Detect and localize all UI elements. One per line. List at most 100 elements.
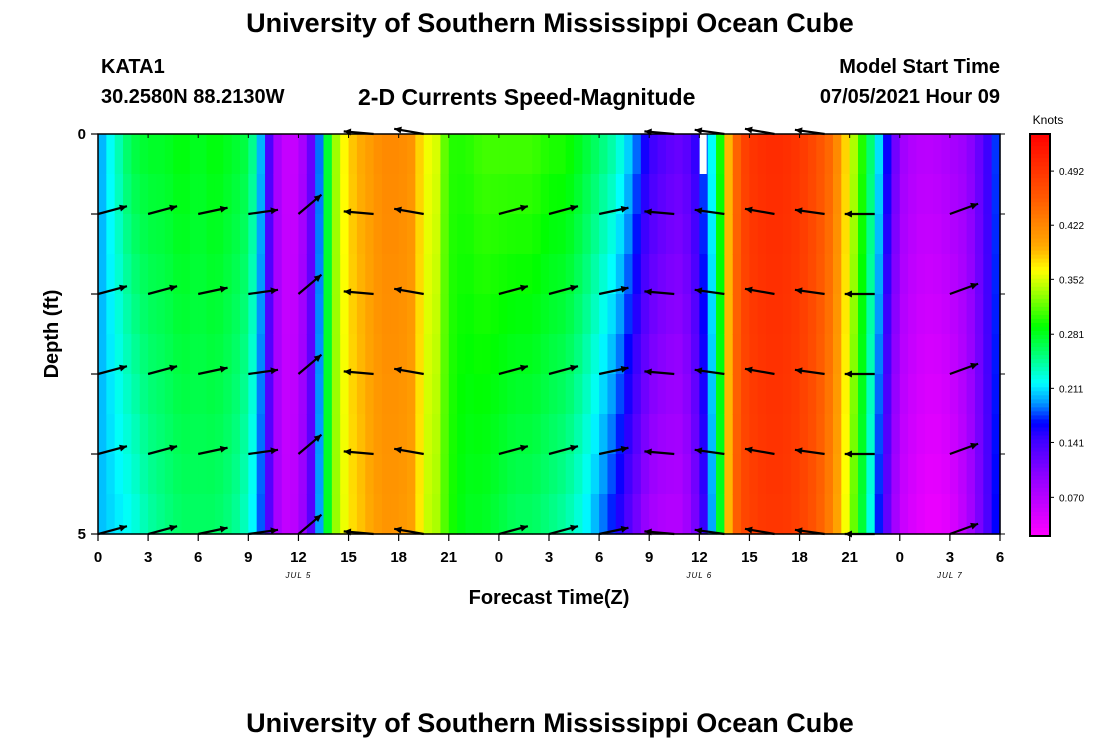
colorbar-tick-label: 0.141 bbox=[1059, 438, 1084, 449]
heatmap-cell bbox=[189, 294, 199, 335]
heatmap-cell bbox=[373, 134, 383, 175]
heatmap-cell bbox=[239, 374, 249, 415]
heatmap-cell bbox=[323, 414, 333, 455]
heatmap-cell bbox=[440, 254, 450, 295]
vector-arrowhead bbox=[169, 524, 178, 532]
date-label: JUL 6 bbox=[685, 571, 712, 580]
heatmap-cell bbox=[916, 134, 926, 175]
heatmap-cell bbox=[331, 174, 341, 215]
colorbar-segment bbox=[1030, 367, 1050, 372]
heatmap-cell bbox=[532, 174, 542, 215]
heatmap-cell bbox=[883, 174, 893, 215]
heatmap-cell bbox=[298, 494, 308, 535]
heatmap-cell bbox=[899, 494, 909, 535]
heatmap-cell bbox=[415, 254, 425, 295]
heatmap-cell bbox=[832, 254, 842, 295]
heatmap-cell bbox=[448, 454, 458, 495]
heatmap-cell bbox=[899, 334, 909, 375]
heatmap-cell bbox=[665, 454, 675, 495]
heatmap-cell bbox=[356, 454, 366, 495]
heatmap-cell bbox=[624, 174, 634, 215]
heatmap-cell bbox=[916, 374, 926, 415]
colorbar-segment bbox=[1030, 158, 1050, 163]
vector-arrowhead bbox=[394, 446, 402, 454]
heatmap-cell bbox=[757, 174, 767, 215]
heatmap-cell bbox=[523, 294, 533, 335]
heatmap-cell bbox=[373, 494, 383, 535]
heatmap-cell bbox=[649, 174, 659, 215]
heatmap-cell bbox=[849, 174, 859, 215]
heatmap-cell bbox=[557, 454, 567, 495]
heatmap-cell bbox=[565, 414, 575, 455]
heatmap-cell bbox=[256, 334, 266, 375]
heatmap-cell bbox=[741, 174, 751, 215]
heatmap-cell bbox=[565, 214, 575, 255]
heatmap-cell bbox=[807, 134, 817, 175]
heatmap-cell bbox=[106, 134, 116, 175]
plot-title: 2-D Currents Speed-Magnitude bbox=[358, 84, 696, 110]
heatmap-cell bbox=[340, 174, 350, 215]
heatmap-cell bbox=[139, 174, 149, 215]
heatmap-cell bbox=[665, 494, 675, 535]
x-tick-label: 9 bbox=[645, 549, 653, 566]
vector-arrowhead bbox=[343, 448, 352, 456]
heatmap-cell bbox=[306, 414, 316, 455]
heatmap-cell bbox=[407, 414, 416, 455]
heatmap-cell bbox=[891, 174, 901, 215]
heatmap-cell bbox=[732, 454, 742, 495]
heatmap-cell bbox=[306, 454, 316, 495]
heatmap-cell bbox=[265, 494, 274, 535]
heatmap-cell bbox=[164, 334, 174, 375]
heatmap-cell bbox=[874, 174, 884, 215]
heatmap-cell bbox=[490, 294, 500, 335]
heatmap-cell bbox=[774, 414, 784, 455]
heatmap-cell bbox=[515, 134, 525, 175]
heatmap-cell bbox=[440, 214, 450, 255]
heatmap-cell bbox=[306, 294, 316, 335]
heatmap-cell bbox=[440, 414, 450, 455]
heatmap-cell bbox=[98, 414, 107, 455]
heatmap-cell bbox=[398, 494, 408, 535]
heatmap-cell bbox=[590, 294, 600, 335]
heatmap-cell bbox=[799, 414, 809, 455]
colorbar-segment bbox=[1030, 154, 1050, 159]
heatmap-cell bbox=[682, 214, 692, 255]
heatmap-cell bbox=[640, 454, 650, 495]
heatmap-cell bbox=[340, 254, 350, 295]
vector-arrowhead bbox=[520, 204, 528, 212]
heatmap-cell bbox=[582, 454, 592, 495]
heatmap-cell bbox=[908, 134, 918, 175]
heatmap-cell bbox=[457, 454, 467, 495]
heatmap-cell bbox=[231, 214, 241, 255]
colorbar-segment bbox=[1030, 523, 1050, 529]
heatmap-cell bbox=[624, 294, 634, 335]
heatmap-cell bbox=[98, 254, 107, 295]
heatmap-cell bbox=[265, 254, 274, 295]
vector-arrowhead bbox=[844, 370, 852, 378]
heatmap-cell bbox=[916, 254, 926, 295]
heatmap-cell bbox=[849, 334, 859, 375]
heatmap-cell bbox=[173, 134, 183, 175]
colorbar-segment bbox=[1030, 503, 1050, 509]
heatmap-cell bbox=[707, 454, 717, 495]
heatmap-cell bbox=[148, 254, 158, 295]
heatmap-cell bbox=[482, 374, 492, 415]
heatmap-cell bbox=[340, 134, 350, 175]
vector-arrowhead bbox=[169, 284, 178, 292]
heatmap-cell bbox=[958, 134, 968, 175]
heatmap-cell bbox=[473, 294, 483, 335]
colorbar-segment bbox=[1030, 298, 1050, 304]
colorbar-segment bbox=[1030, 282, 1050, 288]
heatmap-cell bbox=[799, 174, 809, 215]
colorbar-segment bbox=[1030, 511, 1050, 517]
vector-arrowhead bbox=[970, 522, 979, 530]
heatmap-cell bbox=[832, 294, 842, 335]
heatmap-cell bbox=[173, 374, 183, 415]
heatmap-cell bbox=[106, 414, 116, 455]
colorbar-segment bbox=[1030, 294, 1050, 300]
heatmap-cell bbox=[281, 294, 291, 335]
heatmap-cell bbox=[256, 254, 266, 295]
heatmap-cell bbox=[707, 214, 717, 255]
heatmap-cell bbox=[473, 454, 483, 495]
heatmap-cell bbox=[766, 134, 776, 175]
